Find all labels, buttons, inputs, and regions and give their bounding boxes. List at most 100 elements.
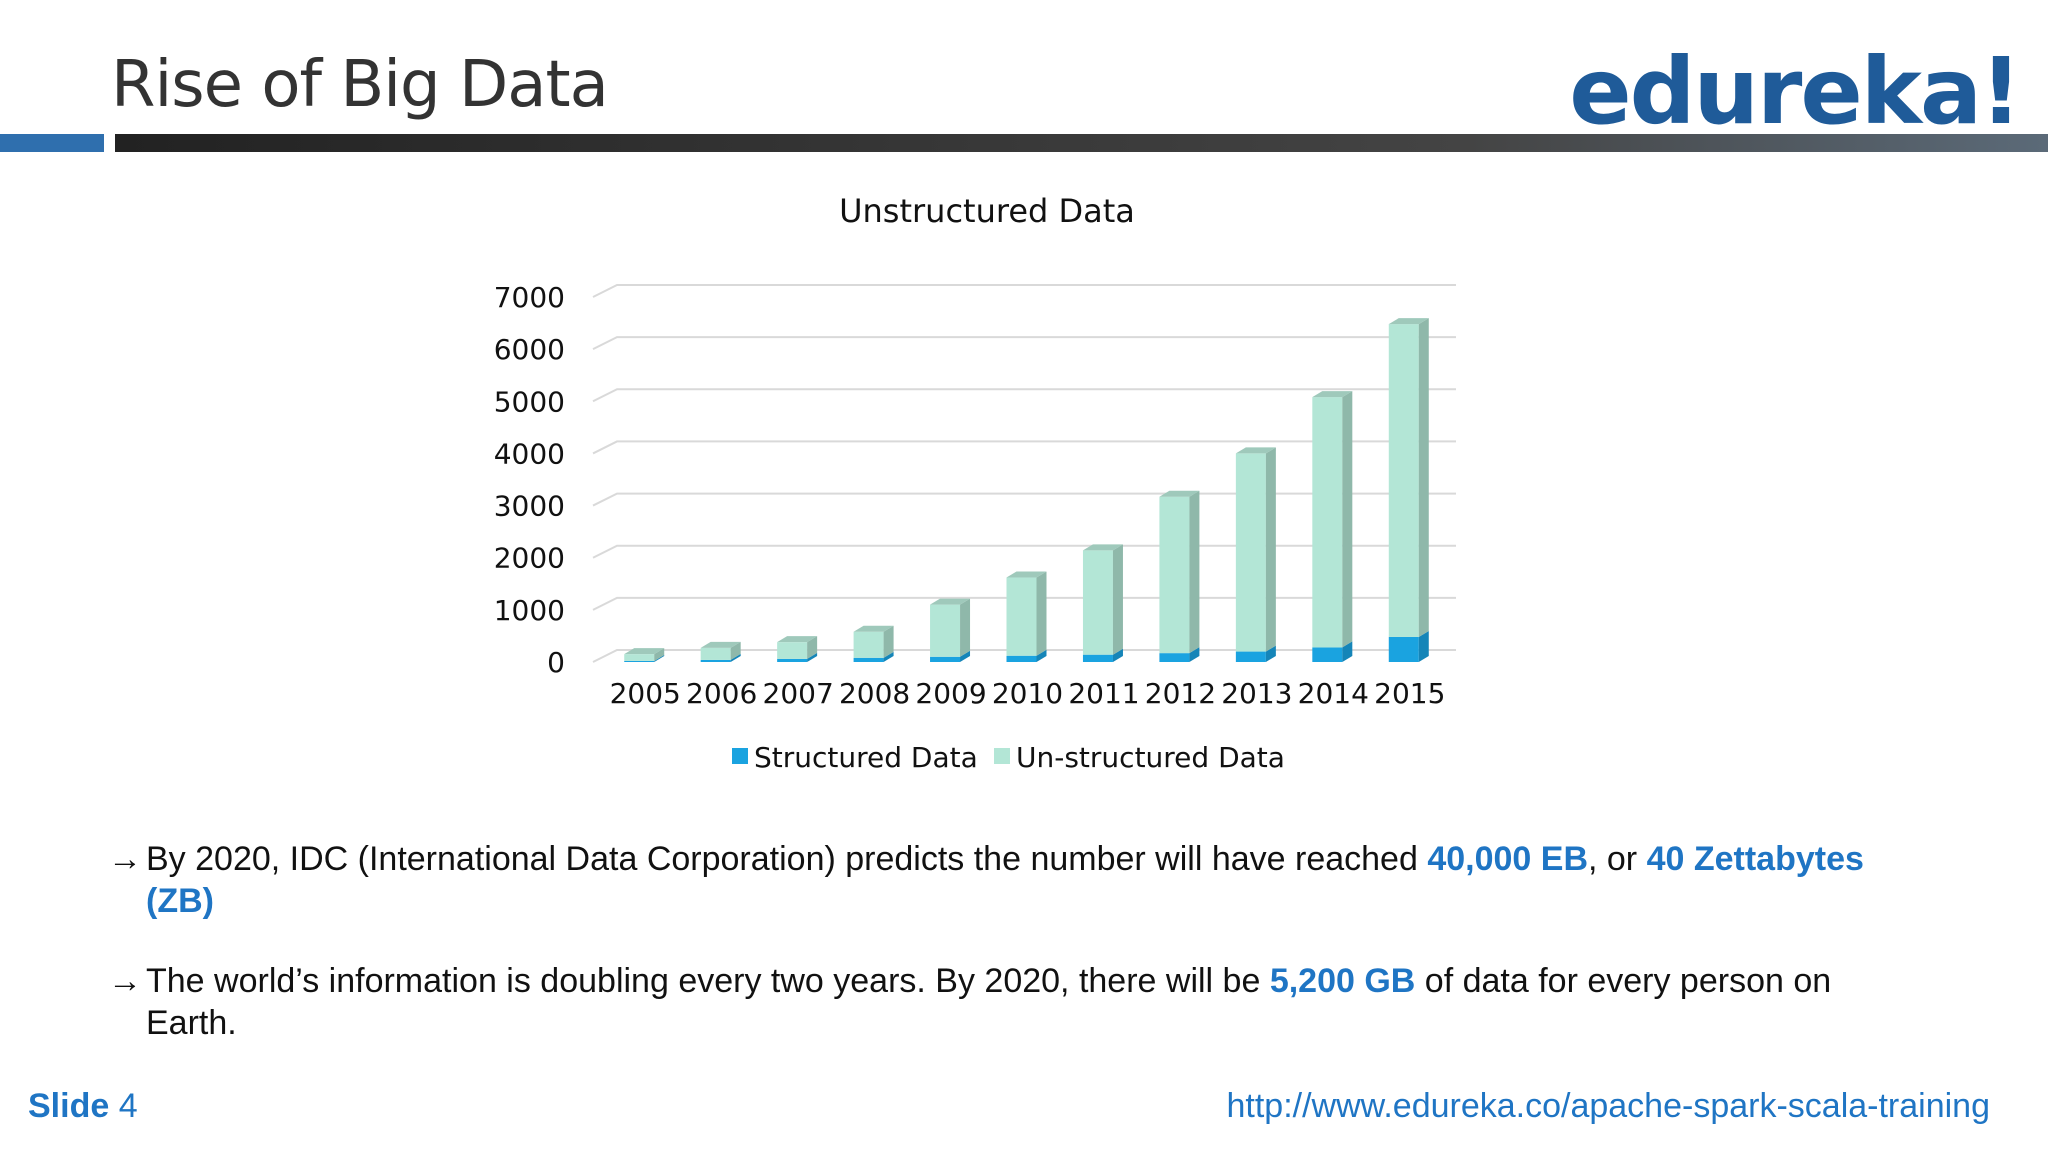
bullet-1-highlight-zb: 40 Zettabytes <box>1646 840 1864 878</box>
bar-top <box>1312 391 1353 398</box>
bar-unstructured <box>853 631 884 658</box>
x-tick-label: 2011 <box>1068 677 1139 710</box>
slide-label: Slide <box>28 1087 110 1125</box>
bar-side <box>730 641 741 660</box>
arrow-icon: → <box>108 962 142 1000</box>
bar-side <box>960 598 971 657</box>
footer-url-link[interactable]: http://www.edureka.co/apache-spark-scala… <box>1226 1087 1991 1125</box>
bullet-2-highlight-gb: 5,200 GB <box>1269 962 1416 1000</box>
bar-side <box>1036 571 1047 656</box>
bar-side <box>1418 318 1429 637</box>
x-tick-label: 2006 <box>686 677 757 710</box>
bar-side <box>1036 649 1047 662</box>
bar-structured <box>930 656 961 662</box>
legend-label: Structured Data <box>754 741 978 774</box>
bar-top <box>1006 571 1047 578</box>
bar-side <box>1342 641 1353 662</box>
bar-unstructured <box>930 604 961 657</box>
bar-unstructured <box>1388 324 1419 637</box>
bar-top <box>1082 544 1123 551</box>
bar-side <box>654 648 665 661</box>
bar-side <box>960 650 971 662</box>
legend-swatch <box>732 748 748 764</box>
bar-structured <box>1006 655 1037 662</box>
legend-swatch <box>994 748 1010 764</box>
bar-side <box>883 625 894 658</box>
bar-top <box>853 625 894 632</box>
slide-title: Rise of Big Data <box>111 48 609 122</box>
bullet-1-mid: , or <box>1588 840 1647 878</box>
bullet-2-line2: Earth. <box>146 1004 237 1042</box>
gridline <box>592 388 1456 403</box>
bar-structured <box>1082 654 1113 662</box>
bar-unstructured <box>1235 453 1266 652</box>
bar-unstructured <box>1312 397 1343 648</box>
bar-top <box>624 648 665 655</box>
bar-top <box>700 641 741 648</box>
bar-side <box>1112 648 1123 662</box>
y-tick-label: 6000 <box>494 333 565 366</box>
x-tick-label: 2009 <box>915 677 986 710</box>
gridline <box>592 284 1456 298</box>
bar-side <box>730 653 741 662</box>
bar-structured <box>700 659 731 662</box>
bar-side <box>1418 630 1429 662</box>
bar-side <box>1189 490 1200 654</box>
x-tick-label: 2005 <box>610 677 681 710</box>
bar-side <box>807 652 818 662</box>
bar-side <box>1265 645 1276 662</box>
bullet-2: → The world’s information is doubling ev… <box>108 960 2008 1050</box>
x-tick-label: 2013 <box>1221 677 1292 710</box>
bar-top <box>1388 318 1429 325</box>
x-tick-label: 2008 <box>839 677 910 710</box>
bar-unstructured <box>700 647 731 660</box>
arrow-icon: → <box>108 840 142 878</box>
x-tick-label: 2014 <box>1298 677 1369 710</box>
chart-title: Unstructured Data <box>839 192 1135 230</box>
gridline <box>592 336 1456 351</box>
bar-unstructured <box>1006 577 1037 656</box>
bar-unstructured <box>1082 550 1113 655</box>
bar-top <box>1235 447 1276 454</box>
x-tick-label: 2015 <box>1374 677 1445 710</box>
legend-label: Un-structured Data <box>1016 741 1285 774</box>
y-tick-label: 0 <box>547 646 565 679</box>
bar-side <box>807 636 818 659</box>
bar-top <box>930 598 971 605</box>
bar-unstructured <box>624 654 655 661</box>
slide-number: Slide 4 <box>28 1087 138 1126</box>
bar-structured <box>1235 651 1266 662</box>
bar-side <box>654 654 665 662</box>
bar-side <box>1189 647 1200 662</box>
x-tick-label: 2007 <box>763 677 834 710</box>
bullet-1: → By 2020, IDC (International Data Corpo… <box>108 838 2008 928</box>
bar-top <box>777 636 818 643</box>
bar-top <box>1159 490 1200 497</box>
bar-structured <box>1312 647 1343 662</box>
bar-unstructured <box>777 642 808 659</box>
bullet-2-text-end: of data for every person on <box>1415 962 1832 1000</box>
bullet-1-text: By 2020, IDC (International Data Corpora… <box>146 840 1428 878</box>
bar-side <box>1265 447 1276 652</box>
gridline <box>592 440 1456 455</box>
slide-number-value: 4 <box>118 1087 138 1125</box>
x-tick-label: 2012 <box>1145 677 1216 710</box>
x-tick-label: 2010 <box>992 677 1063 710</box>
y-tick-label: 4000 <box>494 437 565 470</box>
bar-side <box>1112 544 1123 655</box>
bar-structured <box>777 658 808 662</box>
bar-structured <box>1388 636 1419 662</box>
title-rule-accent <box>0 134 104 152</box>
y-tick-label: 3000 <box>494 490 565 523</box>
title-rule <box>115 134 2048 152</box>
bar-structured <box>1159 653 1190 662</box>
bar-unstructured <box>1159 496 1190 654</box>
y-tick-label: 7000 <box>494 281 565 314</box>
bullet-2-text: The world’s information is doubling ever… <box>146 962 1270 1000</box>
y-tick-label: 1000 <box>494 594 565 627</box>
bar-side <box>883 651 894 662</box>
edureka-logo: edureka! <box>1569 38 2022 145</box>
bar-structured <box>853 657 884 662</box>
y-tick-label: 5000 <box>494 385 565 418</box>
stacked-bar-chart: Unstructured Data 0 1000 2000 3000 4000 5000 60… <box>494 192 1456 774</box>
